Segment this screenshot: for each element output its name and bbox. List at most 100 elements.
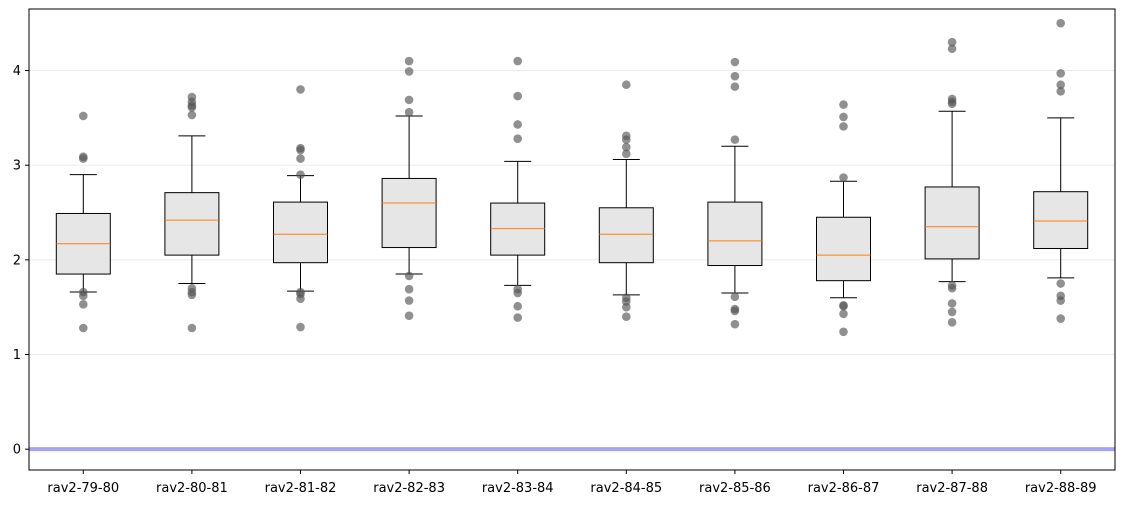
outlier-point <box>1056 18 1065 28</box>
outlier-point <box>404 67 414 76</box>
y-tick-label: 2 <box>13 253 21 268</box>
outlier-point <box>1056 279 1065 288</box>
box-rav2-87-88 <box>924 37 980 327</box>
outlier-point <box>79 152 88 161</box>
outlier-point <box>79 323 88 333</box>
box-iqr <box>816 216 871 282</box>
outlier-point <box>1056 291 1065 301</box>
outlier-point <box>404 107 414 117</box>
outlier-point <box>513 91 522 101</box>
y-tick-label: 0 <box>13 443 21 458</box>
box-iqr <box>273 201 328 264</box>
plot-area-frame <box>28 8 1116 471</box>
y-tick-label: 3 <box>13 159 21 174</box>
outlier-point <box>296 143 305 153</box>
outlier-point <box>839 309 848 319</box>
box-rav2-82-83 <box>381 56 437 321</box>
boxes-layer <box>55 18 1089 337</box>
outlier-point <box>404 284 414 294</box>
box-rav2-79-80 <box>55 111 111 333</box>
x-tick-label: rav2-80-81 <box>156 481 228 496</box>
y-tick-label: 4 <box>13 64 21 79</box>
outlier-point <box>513 120 522 129</box>
box-rav2-85-86 <box>707 57 763 329</box>
outlier-point <box>947 37 957 47</box>
outlier-point <box>79 111 88 121</box>
outlier-point <box>1056 69 1065 78</box>
outlier-point <box>730 319 740 329</box>
outlier-point <box>839 112 848 122</box>
box-rav2-83-84 <box>490 56 546 322</box>
outlier-point <box>79 287 88 297</box>
x-tick-label: rav2-81-82 <box>265 481 337 496</box>
outlier-point <box>296 170 305 179</box>
outlier-point <box>404 56 414 66</box>
outlier-point <box>622 312 631 321</box>
outlier-point <box>513 313 522 322</box>
outlier-point <box>947 299 957 308</box>
outlier-point <box>839 173 848 182</box>
outlier-point <box>79 300 88 309</box>
outlier-point <box>296 287 305 297</box>
outlier-point <box>296 322 305 332</box>
outlier-point <box>404 95 414 105</box>
outlier-point <box>839 300 848 310</box>
outlier-point <box>513 301 522 311</box>
outlier-point <box>622 149 631 159</box>
outlier-point <box>730 292 740 302</box>
box-rav2-84-85 <box>598 80 654 321</box>
outlier-point <box>296 85 305 94</box>
outlier-point <box>839 122 848 131</box>
outlier-point <box>187 283 197 293</box>
outlier-point <box>622 293 631 303</box>
outlier-point <box>730 135 740 144</box>
outlier-point <box>622 131 631 141</box>
y-tick-label: 1 <box>13 348 21 363</box>
outlier-point <box>187 92 197 102</box>
box-iqr <box>381 177 437 249</box>
x-tick-label: rav2-87-88 <box>916 481 988 496</box>
box-rav2-81-82 <box>273 85 328 332</box>
outlier-point <box>947 94 957 104</box>
x-tick-label: rav2-82-83 <box>373 481 445 496</box>
box-rav2-88-89 <box>1033 18 1089 323</box>
outlier-point <box>730 82 740 91</box>
x-tick-label: rav2-79-80 <box>47 481 119 496</box>
outlier-point <box>1056 80 1065 90</box>
outlier-point <box>730 71 740 81</box>
outlier-point <box>404 296 414 305</box>
outlier-point <box>947 281 957 290</box>
outlier-point <box>187 110 197 120</box>
outlier-point <box>513 284 522 294</box>
outlier-point <box>187 323 197 333</box>
outlier-point <box>1056 87 1065 96</box>
outlier-point <box>839 100 848 109</box>
outlier-point <box>622 80 631 90</box>
outlier-point <box>513 56 522 66</box>
box-iqr <box>1033 191 1089 249</box>
box-rav2-80-81 <box>164 92 220 333</box>
box-iqr <box>598 207 654 264</box>
x-tick-label: rav2-86-87 <box>808 481 880 496</box>
x-axis: rav2-79-80 rav2-80-81 rav2-81-82 rav2-82-83… <box>47 470 1097 496</box>
x-tick-label: rav2-85-86 <box>699 481 771 496</box>
box-iqr <box>924 186 980 260</box>
outlier-point <box>513 134 522 143</box>
box-rav2-86-87 <box>816 100 871 337</box>
outlier-point <box>296 154 305 163</box>
outlier-point <box>839 327 848 337</box>
x-tick-label: rav2-88-89 <box>1025 481 1097 496</box>
outlier-point <box>947 318 957 327</box>
outlier-point <box>404 311 414 321</box>
outlier-point <box>947 44 957 54</box>
box-iqr <box>707 201 763 267</box>
outlier-point <box>947 307 957 317</box>
outlier-point <box>404 271 414 281</box>
x-tick-label: rav2-84-85 <box>590 481 662 496</box>
outlier-point <box>622 142 631 152</box>
outlier-point <box>730 57 740 67</box>
y-axis: 0 1 2 3 4 <box>13 64 29 458</box>
outlier-point <box>1056 314 1065 323</box>
box-iqr <box>164 192 220 256</box>
